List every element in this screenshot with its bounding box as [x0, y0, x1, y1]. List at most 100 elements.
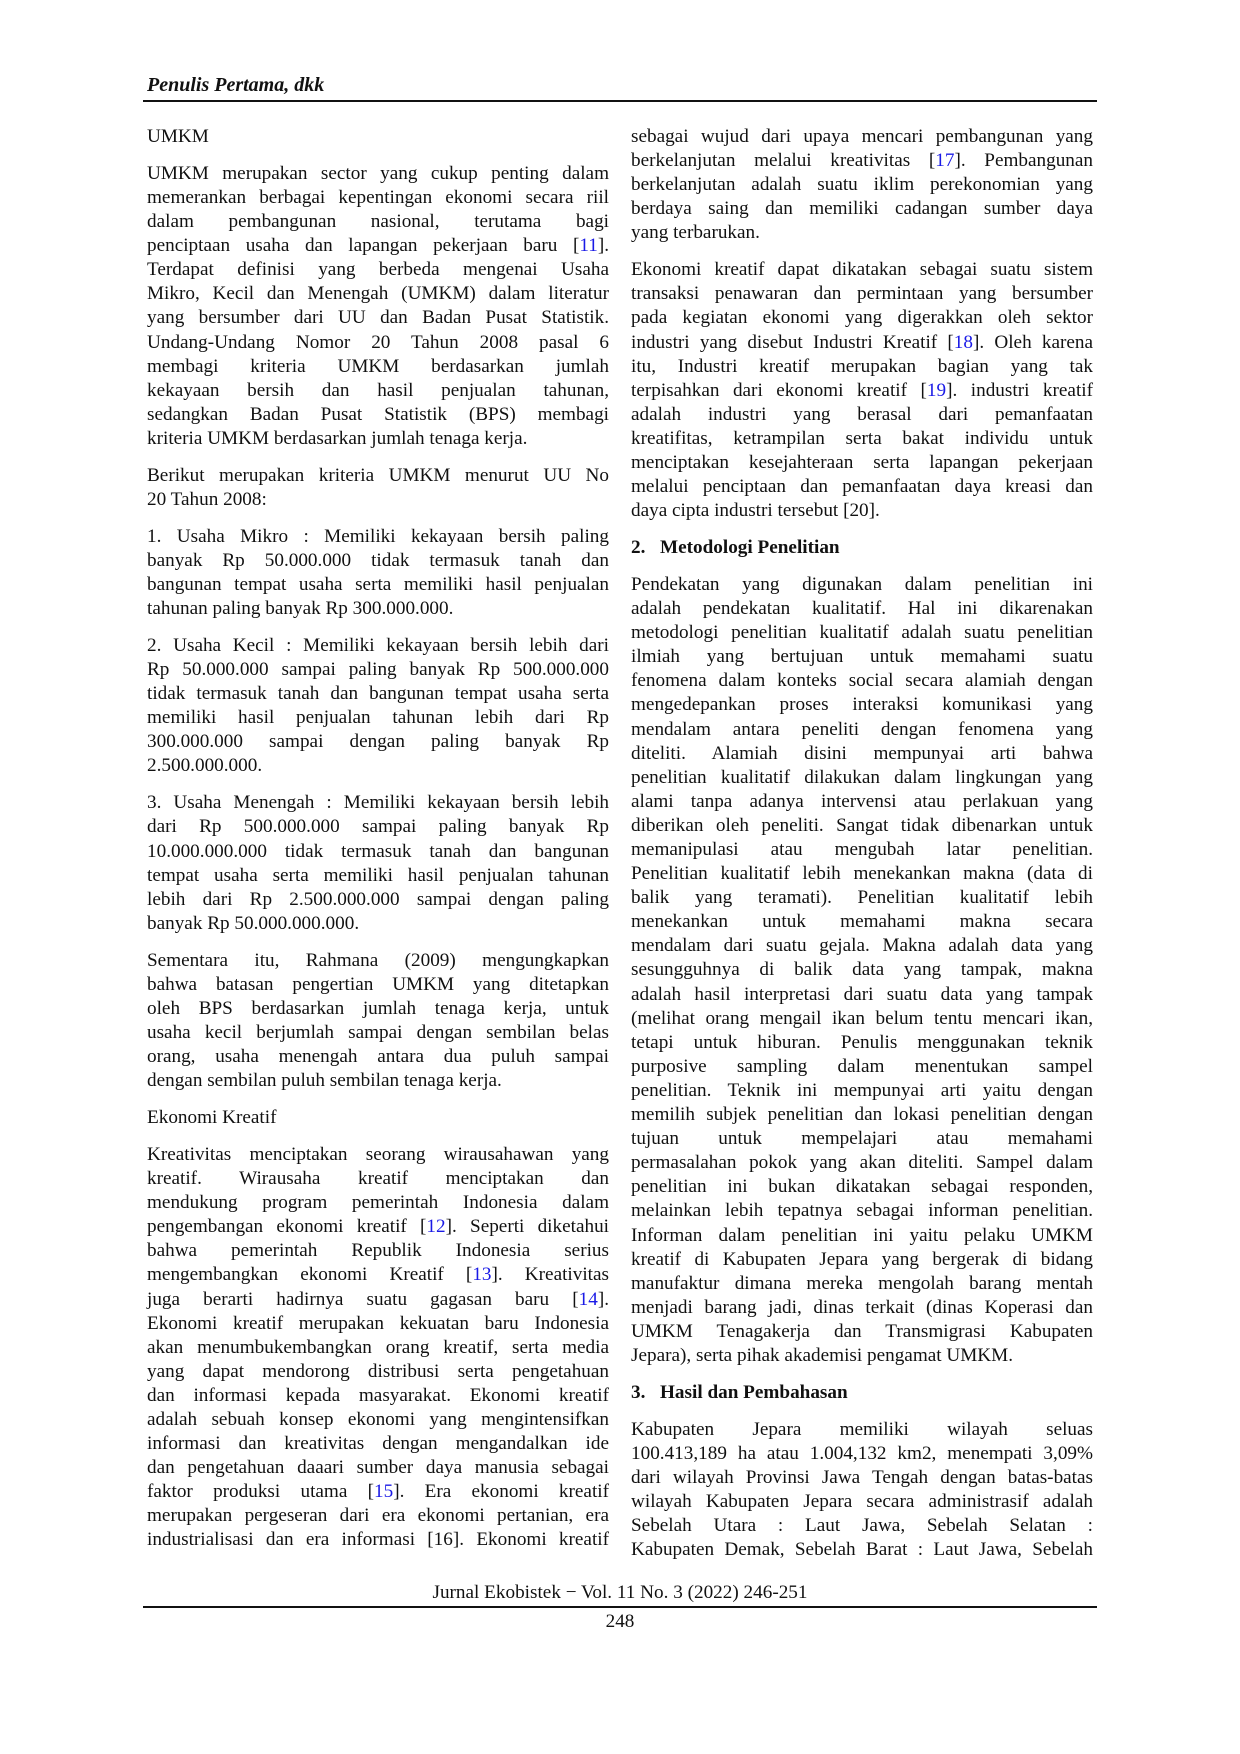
text-line: mengedepankan proses interaksi komunikas…: [631, 694, 1093, 716]
text-line: menciptakan kesejahteraan serta lapangan…: [631, 452, 1093, 474]
right-column: sebagai wujud dari upaya mencari pembang…: [631, 125, 1093, 1575]
text-line: diteliti. Alamiah disini mempunyai arti …: [631, 742, 1093, 764]
citation-link[interactable]: 12: [426, 1216, 446, 1238]
section-heading: UMKM: [147, 126, 209, 147]
text-line: Informan dalam penelitian ini yaitu pela…: [631, 1224, 1093, 1246]
citation-link[interactable]: 15: [374, 1481, 394, 1503]
citation-link[interactable]: 14: [578, 1288, 598, 1310]
text-line: melainkan lebih tepatnya sebagai informa…: [631, 1200, 1093, 1222]
text-line: mendalam dari suatu gejala. Makna adalah…: [631, 935, 1093, 957]
text-line: memilih subjek penelitian dan lokasi pen…: [631, 1104, 1093, 1126]
text-line: terpisahkan dari ekonomi kreatif [19]. i…: [631, 379, 1093, 401]
text-line: ilmiah yang bertujuan untuk memahami sua…: [631, 646, 1093, 668]
text-line: sesungguhnya di balik data yang tampak, …: [631, 959, 1093, 981]
text-line: UMKM merupakan sector yang cukup penting…: [147, 162, 609, 184]
citation-link[interactable]: 13: [472, 1264, 492, 1286]
text-line: balik yang teramati). Penelitian kualita…: [631, 887, 1093, 909]
text-line: dalam pembangunan nasional, terutama bag…: [147, 211, 609, 233]
paragraph: Ekonomi kreatif dapat dikatakan sebagai …: [631, 258, 1093, 523]
text-line: yang dapat mendorong distribusi serta pe…: [147, 1360, 609, 1382]
text-line: sebagai wujud dari upaya mencari pembang…: [631, 126, 1093, 147]
text-line: faktor produksi utama [15]. Era ekonomi …: [147, 1481, 609, 1503]
text-line: tempat usaha serta memiliki hasil penjua…: [147, 864, 609, 886]
text-line: sedangkan Badan Pusat Statistik (BPS) me…: [147, 403, 609, 425]
text-line: penelitian. Teknik ini mempunyai arti ya…: [631, 1079, 1093, 1101]
text-line: 10.000.000.000 tidak termasuk tanah dan …: [147, 840, 609, 862]
text-line: bahwa batasan pengertian UMKM yang ditet…: [147, 973, 609, 995]
text-line: Penelitian kualitatif lebih menekankan m…: [631, 863, 1093, 885]
footer-rule: [143, 1606, 1097, 1608]
text-line: Kabupaten Jepara memiliki wilayah seluas: [631, 1418, 1093, 1440]
text-line: permasalahan pokok yang akan diteliti. S…: [631, 1152, 1093, 1174]
text-line: tetapi untuk hiburan. Penulis menggunaka…: [631, 1031, 1093, 1053]
text-line: pengembangan ekonomi kreatif [12]. Seper…: [147, 1216, 609, 1238]
section-heading: Ekonomi Kreatif: [147, 1107, 277, 1129]
paragraph: Pendekatan yang digunakan dalam peneliti…: [631, 573, 1093, 1368]
text-line: Ekonomi kreatif merupakan kekuatan baru …: [147, 1312, 609, 1334]
text-line: Rp 50.000.000 sampai paling banyak Rp 50…: [147, 659, 609, 681]
text-line: kreatifitas, ketrampilan serta bakat ind…: [631, 427, 1093, 449]
text-line: 3. Usaha Menengah : Memiliki kekayaan be…: [147, 792, 609, 814]
text-line: Berikut merupakan kriteria UMKM menurut …: [147, 464, 609, 486]
text-line: kekayaan bersih dan hasil penjualan tahu…: [147, 379, 609, 401]
text-line: berkelanjutan adalah suatu iklim perekon…: [631, 174, 1093, 196]
text-line: memanipulasi atau mengubah latar penelit…: [631, 839, 1093, 861]
citation-link[interactable]: 11: [579, 235, 598, 257]
text-line: menekankan untuk memahami makna secara: [631, 911, 1093, 933]
text-line: 2. Usaha Kecil : Memiliki kekayaan bersi…: [147, 634, 609, 656]
text-line: tidak termasuk tanah dan bangunan tempat…: [147, 683, 609, 705]
text-line: Jepara), serta pihak akademisi pengamat …: [631, 1344, 1014, 1366]
paragraph: Kreativitas menciptakan seorang wirausah…: [147, 1143, 609, 1553]
text-line: alami tanpa adanya intervensi atau perla…: [631, 790, 1093, 812]
text-line: dan pengetahuan daaari sumber daya manus…: [147, 1457, 609, 1479]
paragraph: 2. Usaha Kecil : Memiliki kekayaan bersi…: [147, 634, 609, 779]
paragraph: sebagai wujud dari upaya mencari pembang…: [631, 125, 1093, 245]
text-line: dari wilayah Provinsi Jawa Tengah dengan…: [631, 1466, 1093, 1488]
text-line: Sebelah Utara : Laut Jawa, Sebelah Selat…: [631, 1515, 1093, 1537]
citation-link[interactable]: 19: [926, 379, 947, 401]
text-line: berdaya saing dan memiliki cadangan sumb…: [631, 198, 1093, 220]
paragraph: Kabupaten Jepara memiliki wilayah seluas…: [631, 1418, 1093, 1563]
text-line: kreatif. Wirausaha kreatif menciptakan d…: [147, 1168, 609, 1190]
header-rule: [143, 100, 1097, 102]
text-line: 20 Tahun 2008:: [147, 488, 267, 510]
paragraph: UMKM merupakan sector yang cukup penting…: [147, 162, 609, 451]
text-line: mendukung program pemerintah Indonesia d…: [147, 1192, 609, 1214]
citation-link[interactable]: 17: [935, 150, 955, 172]
text-line: usaha kecil berjumlah sampai dengan semb…: [147, 1021, 609, 1043]
text-line: banyak Rp 50.000.000 tidak termasuk tana…: [147, 549, 609, 571]
text-line: penelitian kualitatif dilakukan dalam li…: [631, 766, 1093, 788]
text-line: Terdapat definisi yang berbeda mengenai …: [147, 259, 609, 281]
text-line: memiliki hasil penjualan tahunan lebih d…: [147, 707, 609, 729]
text-line: Kabupaten Demak, Sebelah Barat : Laut Ja…: [631, 1539, 1093, 1561]
paragraph: Berikut merupakan kriteria UMKM menurut …: [147, 464, 609, 512]
text-line: lebih dari Rp 2.500.000.000 sampai denga…: [147, 888, 609, 910]
text-line: 100.413,189 ha atau 1.004,132 km2, menem…: [631, 1442, 1093, 1464]
text-line: bahwa pemerintah Republik Indonesia seri…: [147, 1240, 609, 1262]
text-line: purposive sampling dalam menentukan samp…: [631, 1055, 1093, 1077]
text-line: industrialisasi dan era informasi [16]. …: [147, 1529, 609, 1551]
citation-link[interactable]: 18: [953, 331, 973, 353]
paragraph: 1. Usaha Mikro : Memiliki kekayaan bersi…: [147, 525, 609, 621]
left-column: UMKM UMKM merupakan sector yang cukup pen…: [147, 125, 609, 1565]
text-line: adalah industri yang berasal dari pemanf…: [631, 403, 1093, 425]
text-line: transaksi penawaran dan permintaan yang …: [631, 283, 1093, 305]
text-line: 2.500.000.000.: [147, 755, 263, 777]
text-line: penciptaan usaha dan lapangan pekerjaan …: [147, 235, 609, 257]
text-line: informasi dan kreativitas dengan mengand…: [147, 1433, 609, 1455]
text-line: yang terbarukan.: [631, 222, 760, 244]
text-line: membagi kriteria UMKM berdasarkan jumlah: [147, 355, 609, 377]
text-line: itu, Industri kreatif merupakan bagian y…: [631, 355, 1093, 377]
text-line: orang, usaha menengah antara dua puluh s…: [147, 1046, 609, 1068]
paragraph: Sementara itu, Rahmana (2009) mengungkap…: [147, 949, 609, 1094]
text-line: adalah sebuah konsep ekonomi yang mengin…: [147, 1408, 609, 1430]
text-line: akan menumbukembangkan orang kreatif, se…: [147, 1336, 609, 1358]
text-line: melalui penciptaan dan pemanfaatan daya …: [631, 476, 1093, 498]
text-line: mendalam antara peneliti dengan fenomena…: [631, 718, 1093, 740]
text-line: daya cipta industri tersebut [20].: [631, 500, 880, 522]
text-line: dari Rp 500.000.000 sampai paling banyak…: [147, 816, 609, 838]
text-line: banyak Rp 50.000.000.000.: [147, 912, 360, 934]
numbered-section-heading: 2. Metodologi Penelitian: [631, 536, 1093, 560]
running-head: Penulis Pertama, dkk: [147, 74, 325, 96]
text-line: Sementara itu, Rahmana (2009) mengungkap…: [147, 949, 609, 971]
